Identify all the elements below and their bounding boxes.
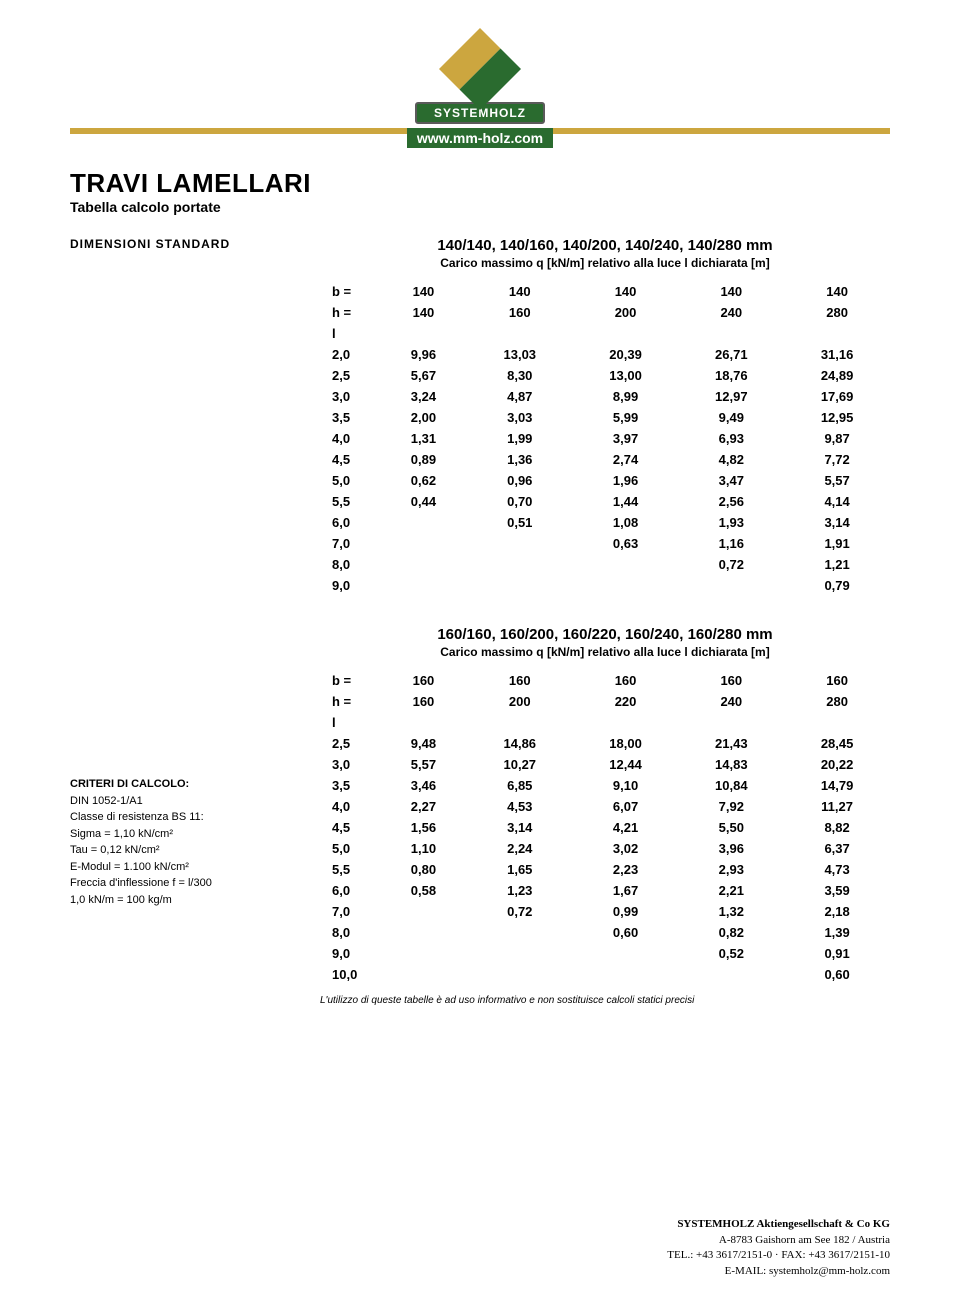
table1-title: 140/140, 140/160, 140/200, 140/240, 140/… bbox=[320, 237, 890, 254]
footer-address: A-8783 Gaishorn am See 182 / Austria bbox=[667, 1233, 890, 1248]
footer-tel: TEL.: +43 3617/2151-0 · FAX: +43 3617/21… bbox=[667, 1248, 890, 1263]
criteria-line: Classe di resistenza BS 11: bbox=[70, 809, 320, 826]
footer-email: systemholz@mm-holz.com bbox=[769, 1265, 890, 1277]
page-subtitle: Tabella calcolo portate bbox=[70, 199, 890, 215]
table1: b =140140140140140h =140160200240280l2,0… bbox=[320, 278, 890, 596]
table1-subtitle: Carico massimo q [kN/m] relativo alla lu… bbox=[320, 256, 890, 270]
criteria-line: Freccia d'inflessione f = l/300 bbox=[70, 875, 320, 892]
logo: SYSTEMHOLZ bbox=[70, 40, 890, 124]
table2: b =160160160160160h =160200220240280l2,5… bbox=[320, 667, 890, 985]
criteria-line: E-Modul = 1.100 kN/cm² bbox=[70, 859, 320, 876]
criteria-heading: CRITERI DI CALCOLO: bbox=[70, 776, 320, 793]
section-heading: DIMENSIONI STANDARD bbox=[70, 237, 320, 251]
footnote: L'utilizzo di queste tabelle è ad uso in… bbox=[320, 995, 890, 1006]
footer: SYSTEMHOLZ Aktiengesellschaft & Co KG A-… bbox=[667, 1217, 890, 1279]
table2-subtitle: Carico massimo q [kN/m] relativo alla lu… bbox=[320, 645, 890, 659]
footer-email-label: E-MAIL: bbox=[725, 1265, 767, 1277]
page-title: TRAVI LAMELLARI bbox=[70, 168, 890, 199]
criteria-line: Sigma = 1,10 kN/cm² bbox=[70, 826, 320, 843]
header-url: www.mm-holz.com bbox=[407, 128, 553, 148]
footer-company: SYSTEMHOLZ Aktiengesellschaft & Co KG bbox=[667, 1217, 890, 1232]
criteria-box: CRITERI DI CALCOLO: DIN 1052-1/A1Classe … bbox=[70, 776, 320, 908]
criteria-line: DIN 1052-1/A1 bbox=[70, 793, 320, 810]
table2-title: 160/160, 160/200, 160/220, 160/240, 160/… bbox=[320, 626, 890, 643]
criteria-line: 1,0 kN/m = 100 kg/m bbox=[70, 892, 320, 909]
criteria-line: Tau = 0,12 kN/cm² bbox=[70, 842, 320, 859]
